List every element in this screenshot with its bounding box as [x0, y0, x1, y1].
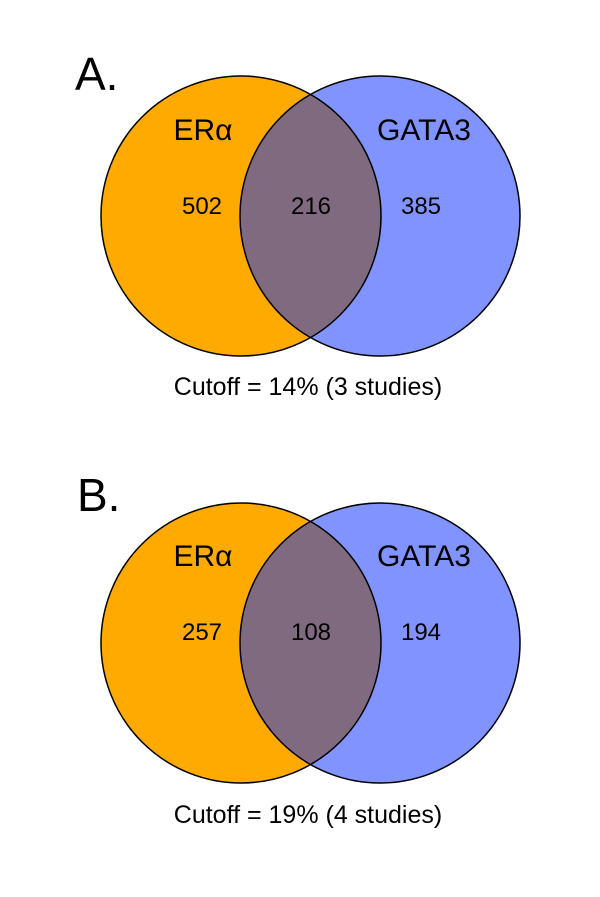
panel-a-overlap-region — [240, 76, 381, 356]
panel-b-gata3-only-count: 194 — [401, 619, 441, 646]
panel-b-overlap-region — [240, 503, 381, 783]
panel-b-gata3-label: GATA3 — [377, 540, 471, 573]
panel-b-era-only-count: 257 — [182, 619, 222, 646]
panel-a-gata3-label: GATA3 — [377, 114, 471, 147]
panel-b-era-outline — [100, 502, 382, 784]
panel-a-letter: A. — [75, 48, 118, 100]
venn-panel-a: A. ERα GATA3 502 216 385 Cutoff = 14% (3… — [75, 48, 521, 401]
panel-a-cutoff-caption: Cutoff = 14% (3 studies) — [174, 373, 442, 401]
panel-b-era-label: ERα — [173, 540, 232, 573]
panel-a-era-outline — [100, 75, 382, 357]
panel-a-gata3-outline — [239, 75, 521, 357]
panel-a-gata3-only-count: 385 — [401, 193, 441, 220]
panel-b-overlap-count: 108 — [291, 619, 331, 646]
panel-a-era-only-count: 502 — [182, 193, 222, 220]
panel-a-overlap-count: 216 — [291, 193, 331, 220]
panel-b-letter: B. — [77, 469, 120, 521]
venn-panel-b: B. ERα GATA3 257 108 194 Cutoff = 19% (4… — [77, 469, 521, 829]
panel-b-cutoff-caption: Cutoff = 19% (4 studies) — [174, 801, 442, 829]
panel-a-era-label: ERα — [173, 114, 232, 147]
panel-b-gata3-outline — [239, 502, 521, 784]
